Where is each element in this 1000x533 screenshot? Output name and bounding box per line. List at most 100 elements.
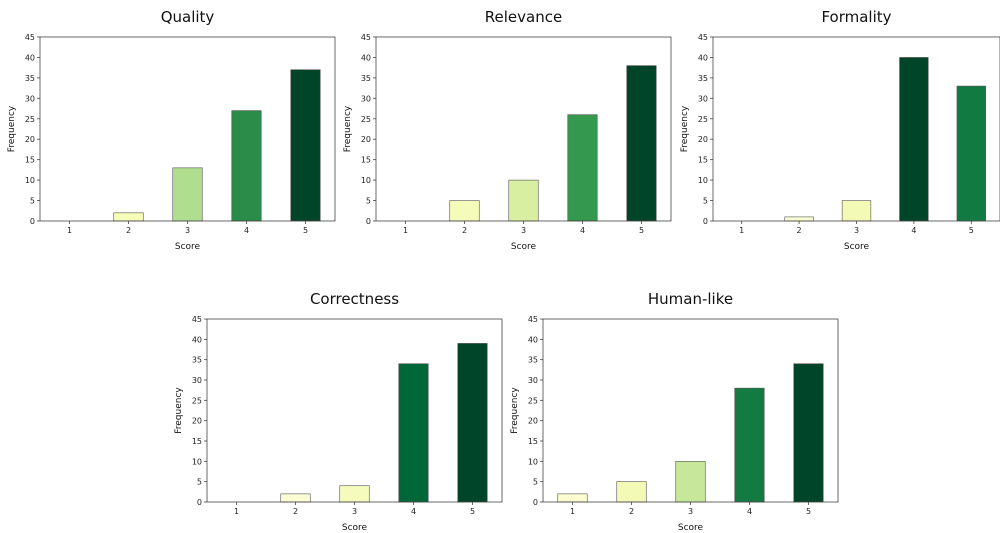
y-tick-label: 45 [25, 33, 35, 42]
y-tick-label: 15 [25, 156, 35, 165]
chart-title: Formality [821, 8, 891, 26]
x-tick-label: 3 [352, 507, 357, 516]
y-tick-label: 0 [30, 217, 35, 226]
y-axis-label: Frequency [343, 105, 353, 152]
x-tick-label: 2 [126, 226, 131, 235]
y-tick-label: 35 [25, 74, 35, 83]
y-tick-label: 35 [698, 74, 708, 83]
y-tick-label: 10 [361, 176, 371, 185]
bar [899, 57, 929, 222]
bar [457, 343, 488, 503]
bar [793, 363, 824, 503]
bar [734, 387, 765, 503]
y-tick-label: 5 [703, 197, 708, 206]
y-tick-label: 5 [366, 197, 371, 206]
y-tick-label: 30 [528, 376, 538, 385]
bar [616, 481, 647, 503]
y-tick-label: 40 [25, 53, 35, 62]
chart-title: Relevance [485, 8, 562, 26]
bar [956, 85, 986, 222]
y-tick-label: 0 [366, 217, 371, 226]
y-tick-label: 0 [703, 217, 708, 226]
y-tick-label: 20 [528, 417, 538, 426]
x-tick-label: 3 [688, 507, 693, 516]
y-tick-label: 10 [698, 176, 708, 185]
bar [398, 363, 429, 503]
y-tick-label: 45 [528, 315, 538, 324]
x-tick-label: 1 [234, 507, 239, 516]
bar [339, 485, 370, 503]
bar [113, 212, 144, 222]
y-tick-label: 40 [698, 53, 708, 62]
y-axis-label: Frequency [7, 105, 17, 152]
x-tick-label: 3 [521, 226, 526, 235]
bar [172, 167, 203, 222]
x-tick-label: 2 [629, 507, 634, 516]
x-axis-label: Score [175, 242, 201, 252]
bar [675, 461, 706, 503]
y-tick-label: 10 [192, 457, 202, 466]
bar [508, 179, 539, 222]
bar [784, 216, 814, 222]
y-tick-label: 25 [528, 396, 538, 405]
y-tick-label: 5 [30, 197, 35, 206]
y-axis-label: Frequency [174, 387, 184, 434]
x-tick-label: 1 [739, 226, 744, 235]
bar [626, 65, 657, 222]
x-tick-label: 4 [911, 226, 916, 235]
y-tick-label: 30 [25, 94, 35, 103]
y-tick-label: 30 [698, 94, 708, 103]
y-tick-label: 25 [361, 115, 371, 124]
chart-title: Correctness [310, 290, 399, 308]
y-tick-label: 35 [528, 356, 538, 365]
y-tick-label: 45 [698, 33, 708, 42]
y-tick-label: 0 [533, 498, 538, 507]
bar [231, 110, 262, 222]
x-axis-label: Score [844, 242, 870, 252]
y-tick-label: 10 [25, 176, 35, 185]
x-tick-label: 4 [244, 226, 249, 235]
y-tick-label: 25 [192, 396, 202, 405]
x-tick-label: 4 [580, 226, 585, 235]
y-tick-label: 40 [528, 335, 538, 344]
x-tick-label: 2 [462, 226, 467, 235]
y-axis-label: Frequency [510, 387, 520, 434]
x-tick-label: 3 [185, 226, 190, 235]
y-tick-label: 35 [361, 74, 371, 83]
x-tick-label: 2 [293, 507, 298, 516]
x-tick-label: 3 [854, 226, 859, 235]
x-tick-label: 1 [67, 226, 72, 235]
x-tick-label: 5 [806, 507, 811, 516]
bar [841, 200, 872, 222]
bar [280, 493, 311, 503]
x-tick-label: 1 [570, 507, 575, 516]
x-axis-label: Score [511, 242, 537, 252]
x-axis-label: Score [678, 523, 704, 533]
x-tick-label: 5 [470, 507, 475, 516]
x-tick-label: 5 [303, 226, 308, 235]
y-tick-label: 40 [192, 335, 202, 344]
y-axis-label: Frequency [680, 105, 690, 152]
x-tick-label: 4 [747, 507, 752, 516]
x-tick-label: 2 [797, 226, 802, 235]
y-tick-label: 20 [361, 135, 371, 144]
y-tick-label: 20 [698, 135, 708, 144]
y-tick-label: 35 [192, 356, 202, 365]
y-tick-label: 15 [361, 156, 371, 165]
bar [567, 114, 598, 222]
y-tick-label: 45 [361, 33, 371, 42]
y-tick-label: 0 [197, 498, 202, 507]
bar [557, 493, 588, 503]
y-tick-label: 15 [528, 437, 538, 446]
y-tick-label: 30 [361, 94, 371, 103]
x-tick-label: 5 [639, 226, 644, 235]
chart-title: Quality [161, 8, 215, 26]
y-tick-label: 5 [533, 478, 538, 487]
y-tick-label: 45 [192, 315, 202, 324]
y-tick-label: 10 [528, 457, 538, 466]
x-tick-label: 4 [411, 507, 416, 516]
